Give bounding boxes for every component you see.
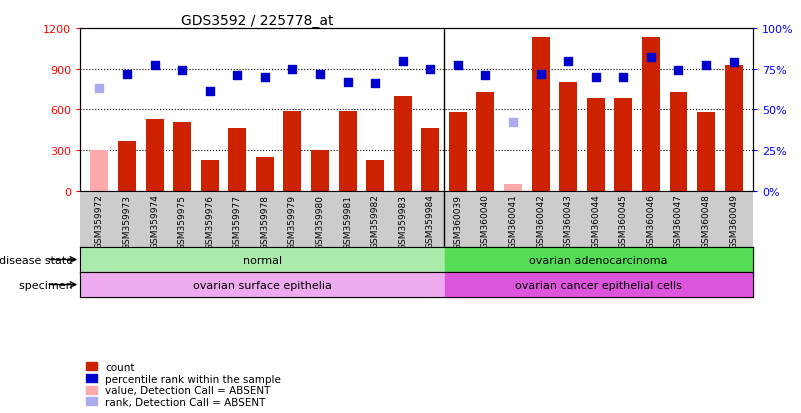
Text: GSM359973: GSM359973 [123, 194, 131, 249]
Text: specimen: specimen [19, 280, 77, 290]
Bar [173, 122, 191, 191]
Point [590, 74, 602, 81]
Point [479, 73, 492, 79]
Text: GSM359975: GSM359975 [178, 194, 187, 249]
Bar [559, 83, 578, 191]
Point [368, 81, 381, 88]
Bar [614, 99, 632, 191]
Point [396, 58, 409, 65]
Bar [504, 185, 522, 191]
Text: GSM359982: GSM359982 [371, 194, 380, 249]
Text: GSM360048: GSM360048 [702, 194, 710, 249]
Bar [91, 151, 108, 191]
Text: GSM360046: GSM360046 [646, 194, 655, 249]
Text: GSM360040: GSM360040 [481, 194, 490, 249]
Bar [80, 247, 445, 273]
Point [506, 120, 519, 126]
Bar [339, 112, 356, 191]
Bar [587, 99, 605, 191]
Point [341, 79, 354, 86]
Text: GSM359981: GSM359981 [343, 194, 352, 249]
Bar [725, 65, 743, 191]
Bar [80, 273, 445, 297]
Point [231, 73, 244, 79]
Text: GSM360049: GSM360049 [729, 194, 739, 249]
Text: ovarian surface epithelia: ovarian surface epithelia [193, 280, 332, 290]
Text: GSM359974: GSM359974 [150, 194, 159, 249]
Text: GSM359980: GSM359980 [316, 194, 324, 249]
Point [452, 63, 465, 69]
Bar [366, 160, 384, 191]
Text: ovarian cancer epithelial cells: ovarian cancer epithelial cells [515, 280, 682, 290]
Point [148, 63, 161, 69]
Text: GSM359976: GSM359976 [205, 194, 214, 249]
Point [286, 66, 299, 73]
Point [645, 55, 658, 62]
Bar [421, 129, 439, 191]
Bar [445, 273, 753, 297]
Bar [284, 112, 301, 191]
Bar [311, 151, 329, 191]
Point [259, 74, 272, 81]
Text: GSM359978: GSM359978 [260, 194, 269, 249]
Bar [642, 38, 660, 191]
Text: GSM359983: GSM359983 [398, 194, 407, 249]
Text: GSM360044: GSM360044 [591, 194, 600, 249]
Text: GSM359979: GSM359979 [288, 194, 297, 249]
Text: GDS3592 / 225778_at: GDS3592 / 225778_at [181, 14, 333, 28]
Text: normal: normal [243, 255, 282, 265]
Bar [256, 157, 274, 191]
Text: GSM360039: GSM360039 [453, 194, 462, 249]
Bar [228, 129, 246, 191]
Bar [670, 93, 687, 191]
Text: GSM359977: GSM359977 [233, 194, 242, 249]
Point [727, 60, 740, 66]
Bar [394, 97, 412, 191]
Bar [532, 38, 549, 191]
Legend: count, percentile rank within the sample, value, Detection Call = ABSENT, rank, : count, percentile rank within the sample… [86, 361, 282, 408]
Point [424, 66, 437, 73]
Text: disease state: disease state [0, 255, 77, 265]
Bar [146, 119, 163, 191]
Text: GSM360045: GSM360045 [619, 194, 628, 249]
Bar [697, 113, 715, 191]
Text: GSM360041: GSM360041 [509, 194, 517, 249]
Point [314, 71, 327, 78]
Text: GSM360047: GSM360047 [674, 194, 683, 249]
Point [617, 74, 630, 81]
Text: GSM360042: GSM360042 [536, 194, 545, 249]
Text: GSM359984: GSM359984 [426, 194, 435, 249]
Bar [201, 160, 219, 191]
Point [699, 63, 712, 69]
Point [562, 58, 574, 65]
Point [672, 68, 685, 74]
Text: ovarian adenocarcinoma: ovarian adenocarcinoma [529, 255, 668, 265]
Text: GSM359972: GSM359972 [95, 194, 104, 249]
Bar [118, 141, 136, 191]
Point [93, 85, 106, 92]
Bar [477, 93, 494, 191]
Bar [449, 113, 467, 191]
Point [203, 89, 216, 95]
Text: GSM360043: GSM360043 [564, 194, 573, 249]
Bar [445, 247, 753, 273]
Point [175, 68, 188, 74]
Point [121, 71, 134, 78]
Point [534, 71, 547, 78]
